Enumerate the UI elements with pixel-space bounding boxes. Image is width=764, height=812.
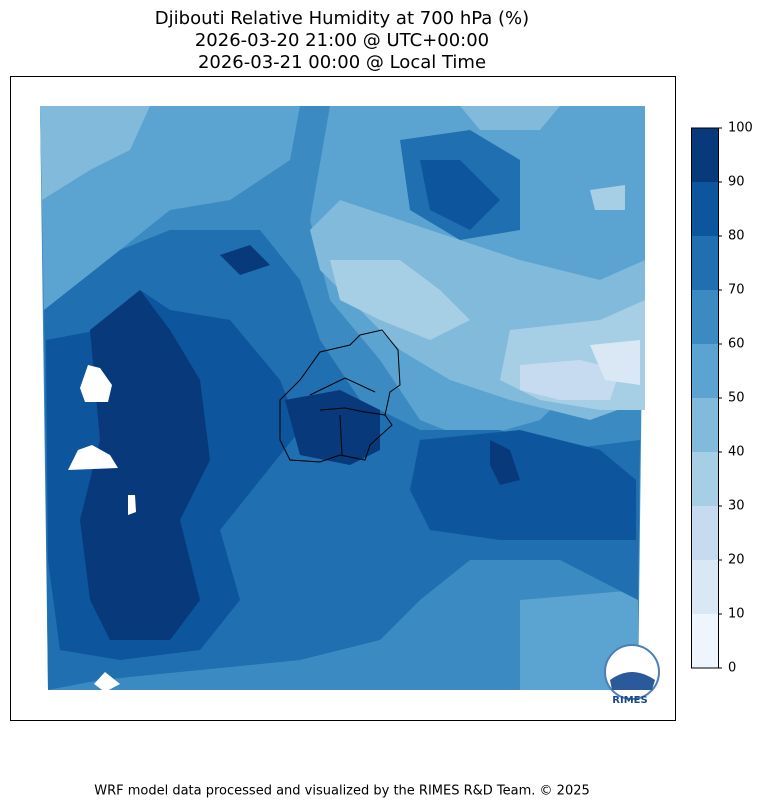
colorbar-band — [691, 290, 718, 344]
contour-region — [460, 106, 560, 130]
colorbar-band — [691, 614, 718, 668]
title-line: 2026-03-20 21:00 @ UTC+00:00 — [195, 30, 489, 51]
contour-region — [520, 360, 620, 400]
contour-region — [420, 160, 500, 230]
colorbar-tick-label: 0 — [728, 661, 736, 676]
humidity-field — [40, 106, 645, 692]
footer: WRF model data processed and visualized … — [94, 784, 590, 799]
colorbar-tick-label: 70 — [728, 283, 745, 298]
logo: RIMES — [604, 644, 660, 706]
colorbar: 0 10 20 30 40 50 60 70 80 90 100 — [691, 121, 753, 676]
colorbar-band — [691, 236, 718, 290]
colorbar-band — [691, 128, 718, 182]
colorbar-tick-label: 20 — [728, 553, 745, 568]
contour-region — [80, 290, 210, 640]
colorbar-band — [691, 452, 718, 506]
colorbar-tick-label: 90 — [728, 175, 745, 190]
colorbar-band — [691, 398, 718, 452]
contour-region — [490, 440, 520, 485]
colorbar-tick-label: 40 — [728, 445, 745, 460]
contour-region — [285, 390, 380, 465]
logo-text: RIMES — [612, 695, 647, 706]
contour-region — [590, 185, 625, 210]
colorbar-tick-label: 30 — [728, 499, 745, 514]
colorbar-tick-label: 100 — [728, 121, 753, 136]
colorbar-tick-label: 80 — [728, 229, 745, 244]
contour-region — [40, 106, 150, 200]
contour-region — [220, 245, 270, 275]
colorbar-tick-label: 50 — [728, 391, 745, 406]
title-line: Djibouti Relative Humidity at 700 hPa (%… — [155, 8, 529, 29]
colorbar-band — [691, 344, 718, 398]
contour-region — [410, 430, 636, 540]
colorbar-band — [691, 560, 718, 614]
colorbar-band — [691, 506, 718, 560]
title-line: 2026-03-21 00:00 @ Local Time — [198, 52, 486, 73]
contour-region — [330, 260, 470, 340]
contour-region — [279, 329, 401, 463]
colorbar-tick-label: 60 — [728, 337, 745, 352]
contour-region — [590, 340, 640, 385]
colorbar-band — [691, 182, 718, 236]
colorbar-tick-label: 10 — [728, 607, 745, 622]
map-frame — [10, 76, 676, 721]
